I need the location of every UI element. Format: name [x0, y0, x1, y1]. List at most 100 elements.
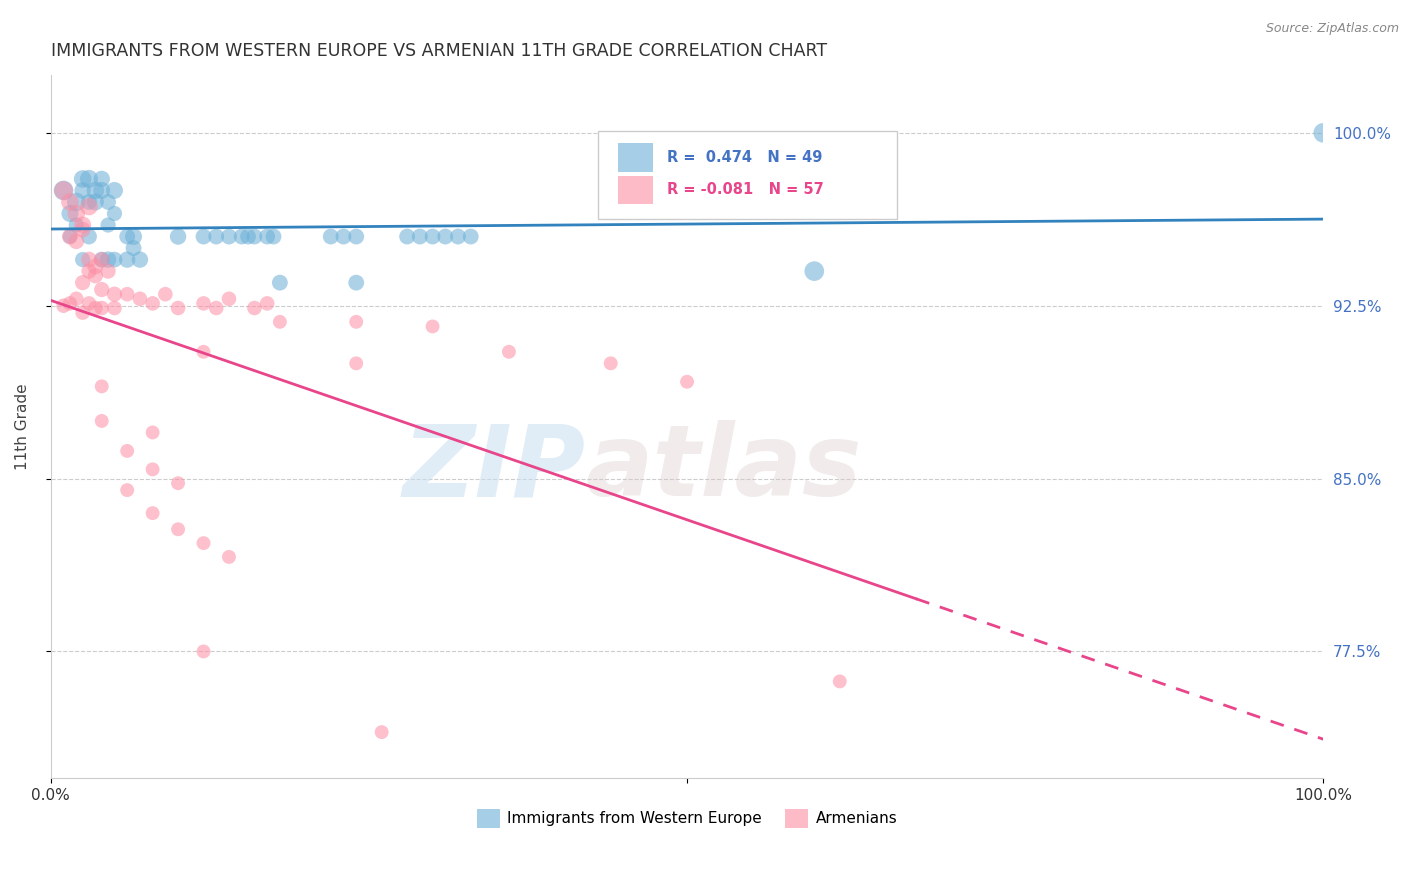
- Point: [828, 674, 851, 689]
- Point: [460, 229, 482, 244]
- Point: [90, 252, 112, 267]
- Point: [59, 229, 82, 244]
- Point: [77, 200, 100, 214]
- Point: [205, 301, 228, 315]
- Point: [396, 229, 419, 244]
- Point: [422, 319, 444, 334]
- Point: [319, 229, 342, 244]
- Point: [97, 252, 120, 267]
- Point: [77, 252, 100, 267]
- Point: [84, 301, 107, 315]
- Point: [77, 264, 100, 278]
- Point: [676, 375, 699, 389]
- Text: IMMIGRANTS FROM WESTERN EUROPE VS ARMENIAN 11TH GRADE CORRELATION CHART: IMMIGRANTS FROM WESTERN EUROPE VS ARMENI…: [51, 42, 827, 60]
- Point: [370, 725, 392, 739]
- Point: [103, 206, 125, 220]
- Point: [52, 184, 75, 198]
- Point: [344, 356, 367, 370]
- Point: [1312, 126, 1334, 140]
- Point: [344, 276, 367, 290]
- Point: [65, 194, 87, 209]
- Point: [77, 194, 100, 209]
- Point: [59, 206, 82, 220]
- Point: [72, 252, 94, 267]
- Point: [90, 379, 112, 393]
- Point: [103, 287, 125, 301]
- Point: [142, 296, 165, 310]
- Point: [84, 268, 107, 283]
- Point: [142, 462, 165, 476]
- Point: [72, 222, 94, 236]
- Point: [65, 234, 87, 248]
- Point: [599, 356, 621, 370]
- Point: [77, 172, 100, 186]
- Point: [236, 229, 259, 244]
- Point: [167, 301, 190, 315]
- Point: [422, 229, 444, 244]
- Point: [72, 276, 94, 290]
- Text: Source: ZipAtlas.com: Source: ZipAtlas.com: [1265, 22, 1399, 36]
- Point: [52, 299, 75, 313]
- Point: [193, 644, 215, 658]
- Point: [142, 506, 165, 520]
- FancyBboxPatch shape: [619, 144, 652, 171]
- Point: [205, 229, 228, 244]
- Point: [193, 344, 215, 359]
- Point: [129, 252, 152, 267]
- Point: [167, 476, 190, 491]
- Point: [90, 252, 112, 267]
- Point: [84, 184, 107, 198]
- Point: [269, 315, 291, 329]
- Point: [115, 229, 138, 244]
- Point: [193, 229, 215, 244]
- Text: R = -0.081   N = 57: R = -0.081 N = 57: [666, 182, 824, 197]
- Point: [59, 296, 82, 310]
- Point: [115, 483, 138, 497]
- Point: [167, 229, 190, 244]
- Point: [803, 264, 825, 278]
- Point: [97, 194, 120, 209]
- Point: [65, 292, 87, 306]
- Point: [193, 536, 215, 550]
- Point: [84, 260, 107, 274]
- Point: [65, 206, 87, 220]
- Legend: Immigrants from Western Europe, Armenians: Immigrants from Western Europe, Armenian…: [471, 803, 904, 834]
- Point: [90, 301, 112, 315]
- Point: [122, 229, 145, 244]
- Point: [90, 283, 112, 297]
- Point: [103, 301, 125, 315]
- Point: [155, 287, 177, 301]
- FancyBboxPatch shape: [619, 176, 652, 204]
- Point: [231, 229, 253, 244]
- Point: [218, 549, 240, 564]
- Point: [115, 287, 138, 301]
- Point: [90, 414, 112, 428]
- Point: [269, 276, 291, 290]
- Point: [434, 229, 457, 244]
- Point: [256, 296, 278, 310]
- Point: [59, 194, 82, 209]
- Point: [218, 229, 240, 244]
- Point: [344, 229, 367, 244]
- Point: [97, 264, 120, 278]
- Point: [129, 292, 152, 306]
- Point: [77, 296, 100, 310]
- Text: R =  0.474   N = 49: R = 0.474 N = 49: [666, 150, 823, 165]
- Point: [263, 229, 285, 244]
- Y-axis label: 11th Grade: 11th Grade: [15, 384, 30, 470]
- Point: [447, 229, 470, 244]
- Point: [77, 229, 100, 244]
- Point: [115, 252, 138, 267]
- Point: [72, 172, 94, 186]
- Point: [84, 194, 107, 209]
- Point: [409, 229, 432, 244]
- Point: [97, 218, 120, 232]
- Point: [103, 252, 125, 267]
- Point: [122, 241, 145, 255]
- Point: [65, 218, 87, 232]
- Text: ZIP: ZIP: [402, 420, 585, 517]
- Point: [142, 425, 165, 440]
- Point: [115, 444, 138, 458]
- Point: [59, 229, 82, 244]
- Point: [72, 218, 94, 232]
